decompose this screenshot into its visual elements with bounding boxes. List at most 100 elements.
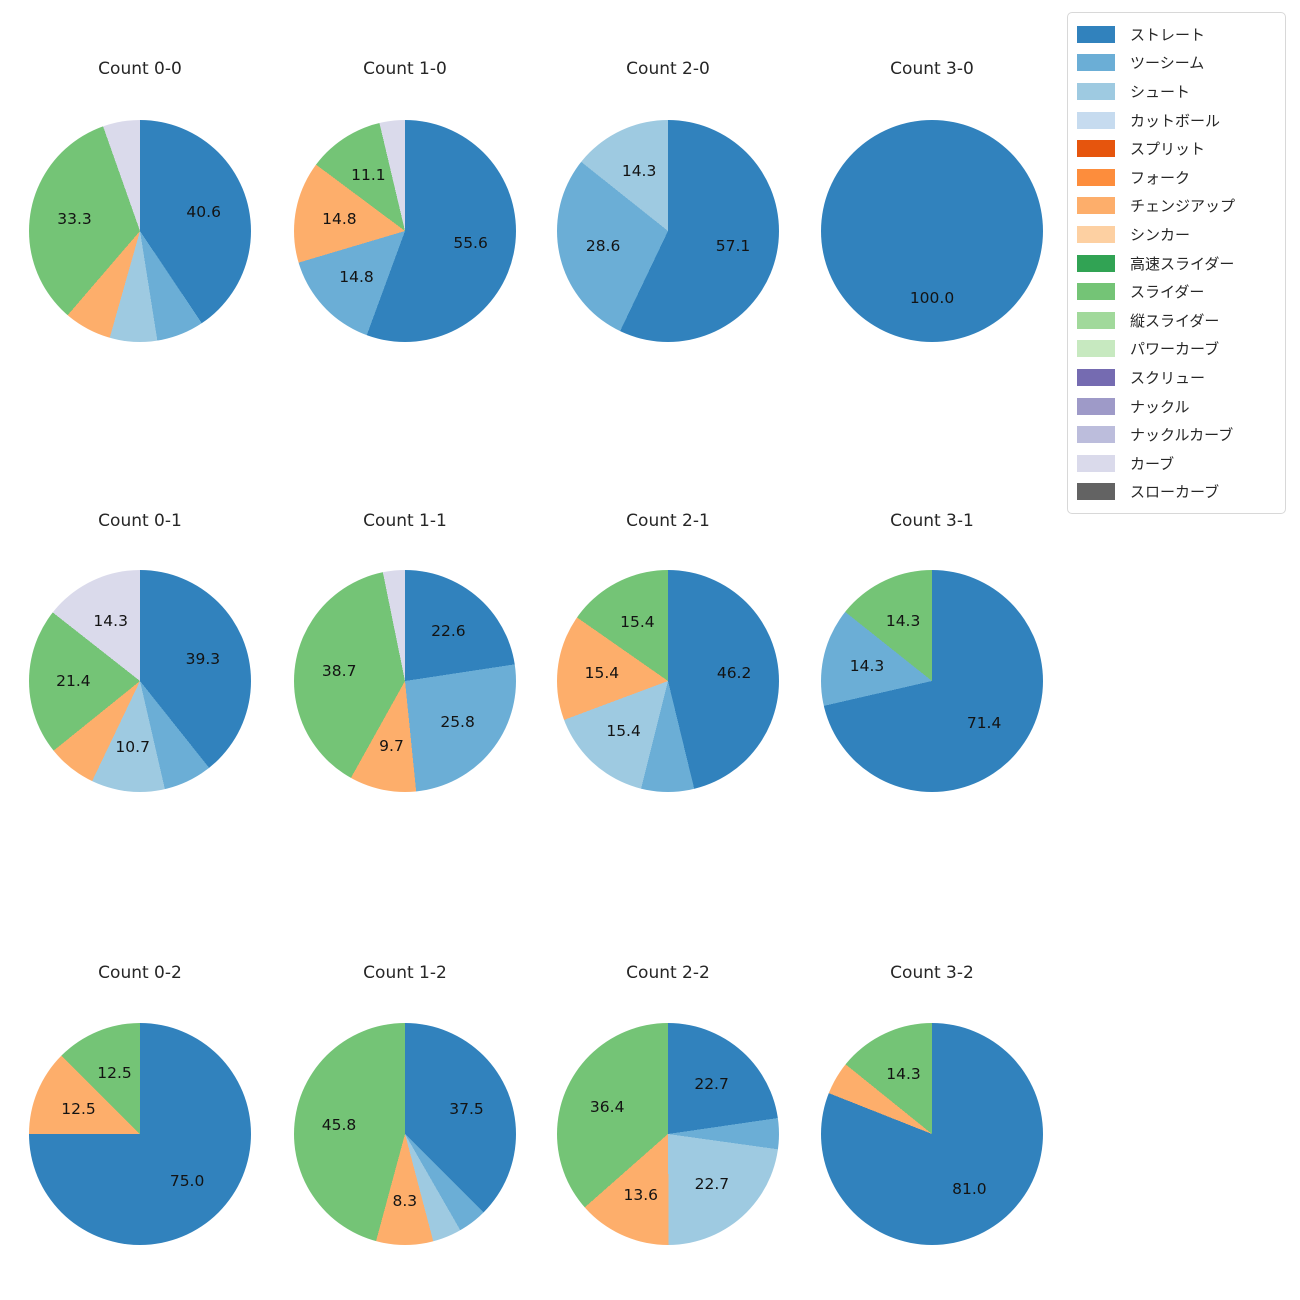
pie-slice-label-count-0-2: 12.5 (97, 1063, 132, 1082)
legend-label: シュート (1130, 82, 1191, 101)
pie-slice-label-count-3-0: 100.0 (909, 288, 955, 307)
legend-swatch-icon (1077, 340, 1115, 358)
legend-item: チェンジアップ (1077, 192, 1278, 221)
legend-item: シュート (1077, 77, 1278, 106)
legend-label: カットボール (1130, 111, 1221, 130)
pie-chart-count-1-2 (294, 1023, 516, 1245)
pie-slice-label-count-0-0: 40.6 (186, 202, 221, 221)
pie-title-count-2-2: Count 2-2 (626, 963, 710, 983)
legend-swatch-icon (1077, 311, 1115, 329)
legend-label: ストレート (1130, 25, 1206, 44)
pie-title-count-2-0: Count 2-0 (626, 59, 710, 79)
legend-item: 高速スライダー (1077, 249, 1278, 278)
pie-slice-label-count-1-0: 14.8 (339, 267, 374, 286)
legend-item: カットボール (1077, 106, 1278, 135)
pie-title-count-0-1: Count 0-1 (98, 511, 182, 531)
pie-title-count-3-1: Count 3-1 (890, 511, 974, 531)
pie-chart-count-3-2 (821, 1023, 1043, 1245)
pie-chart-count-2-2 (557, 1023, 779, 1245)
legend-swatch-icon (1077, 140, 1115, 158)
pie-slice-label-count-0-1: 21.4 (56, 672, 91, 691)
pie-slice-label-count-1-2: 45.8 (321, 1116, 357, 1135)
legend-item: ナックルカーブ (1077, 420, 1278, 449)
pie-slice-label-count-2-0: 14.3 (621, 162, 657, 180)
pie-slice-label-count-1-1: 38.7 (321, 661, 357, 680)
pie-title-count-2-1: Count 2-1 (626, 511, 710, 531)
legend-item: フォーク (1077, 163, 1278, 192)
pie-title-count-1-1: Count 1-1 (363, 511, 447, 531)
pie-chart-count-2-1 (557, 570, 779, 792)
pie-slice-label-count-3-1: 14.3 (849, 657, 885, 676)
legend-label: ナックルカーブ (1130, 426, 1234, 445)
pie-slice-label-count-0-1: 39.3 (185, 650, 221, 668)
legend: ストレートツーシームシュートカットボール スプリットフォークチェンジアップシンカー… (1067, 12, 1286, 515)
pie-chart-count-0-1 (29, 570, 251, 792)
legend-swatch-icon (1077, 283, 1115, 301)
legend-swatch-icon (1077, 483, 1115, 501)
pie-slice-label-count-0-1: 10.7 (115, 738, 150, 757)
pie-slice-label-count-2-2: 36.4 (589, 1097, 625, 1116)
legend-swatch-icon (1077, 426, 1115, 444)
legend-item: カーブ (1077, 449, 1278, 478)
pie-slice-label-count-0-2: 75.0 (169, 1172, 205, 1191)
pie-title-count-0-2: Count 0-2 (98, 963, 182, 983)
legend-item: シンカー (1077, 220, 1278, 249)
pie-chart-count-2-0 (557, 120, 779, 342)
legend-swatch-icon (1077, 454, 1115, 472)
pie-title-count-3-0: Count 3-0 (890, 59, 974, 79)
legend-label: 高速スライダー (1130, 254, 1235, 273)
legend-swatch-icon (1077, 54, 1115, 72)
legend-swatch-icon (1077, 368, 1115, 386)
pie-slice-label-count-0-2: 12.5 (61, 1099, 96, 1118)
pie-slice-label-count-0-1: 14.3 (93, 612, 128, 631)
pie-slice-label-count-2-0: 28.6 (585, 236, 621, 255)
pie-slice-label-count-0-0: 33.3 (57, 209, 92, 228)
legend-item: スクリュー (1077, 363, 1278, 392)
legend-label: 縦スライダー (1130, 311, 1220, 330)
legend-label: フォーク (1130, 168, 1191, 187)
legend-label: シンカー (1130, 225, 1191, 244)
pie-slice-label-count-1-0: 14.8 (322, 210, 357, 229)
legend-swatch-icon (1077, 254, 1115, 272)
pie-slice-label-count-2-1: 15.4 (620, 612, 655, 631)
pie-slice-label-count-2-1: 15.4 (606, 721, 641, 740)
legend-item: スプリット (1077, 134, 1278, 163)
legend-label: スプリット (1130, 140, 1206, 159)
pie-slice-label-count-1-0: 11.1 (351, 166, 386, 185)
legend-item: パワーカーブ (1077, 335, 1278, 364)
pie-slice-label-count-1-1: 25.8 (440, 712, 475, 731)
legend-swatch-icon (1077, 111, 1115, 129)
legend-item: ツーシーム (1077, 49, 1278, 78)
pie-title-count-1-0: Count 1-0 (363, 59, 447, 79)
pie-slice-label-count-1-1: 9.7 (379, 737, 404, 756)
legend-item: スライダー (1077, 277, 1278, 306)
pie-slice-label-count-2-1: 46.2 (716, 664, 752, 683)
pie-title-count-3-2: Count 3-2 (890, 963, 974, 983)
legend-label: スローカーブ (1130, 483, 1220, 502)
pie-slice-label-count-2-2: 22.7 (694, 1074, 729, 1093)
legend-swatch-icon (1077, 25, 1115, 43)
legend-item: ナックル (1077, 392, 1278, 421)
legend-item: スローカーブ (1077, 478, 1278, 507)
pie-slice-label-count-3-1: 14.3 (885, 612, 921, 630)
pie-chart-count-1-0 (294, 120, 516, 342)
pie-slice-label-count-1-2: 8.3 (392, 1191, 418, 1210)
legend-label: スライダー (1130, 283, 1205, 302)
legend-swatch-icon (1077, 168, 1115, 186)
legend-label: ナックル (1130, 397, 1190, 416)
pie-slice-label-count-1-1: 22.6 (431, 621, 466, 640)
legend-swatch-icon (1077, 225, 1115, 243)
pie-slice-label-count-1-0: 55.6 (453, 233, 488, 252)
pie-chart-count-0-0 (29, 120, 251, 342)
pie-chart-count-1-1 (294, 570, 516, 792)
legend-swatch-icon (1077, 397, 1115, 415)
legend-swatch-icon (1077, 82, 1115, 100)
pie-title-count-1-2: Count 1-2 (363, 963, 447, 983)
pie-chart-count-0-2 (29, 1023, 251, 1245)
pie-title-count-0-0: Count 0-0 (98, 59, 182, 79)
pie-slice-label-count-3-2: 81.0 (952, 1180, 987, 1199)
legend-label: パワーカーブ (1130, 340, 1220, 359)
pie-slice-label-count-2-2: 22.7 (694, 1175, 730, 1194)
legend-swatch-icon (1077, 197, 1115, 215)
